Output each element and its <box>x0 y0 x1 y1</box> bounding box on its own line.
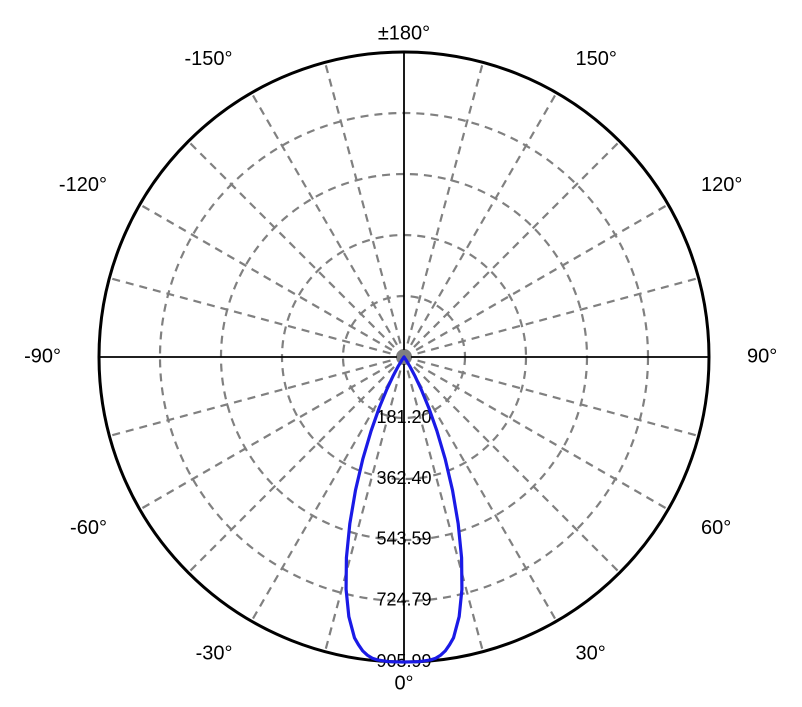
polar-chart: 181.20362.40543.59724.79905.99 0°30°60°9… <box>0 0 802 707</box>
radial-line <box>404 357 557 621</box>
angle-label: -60° <box>70 517 107 539</box>
radial-line <box>404 205 668 358</box>
ring-label: 181.20 <box>376 407 431 427</box>
radial-line <box>109 278 404 357</box>
radial-line <box>404 62 483 357</box>
ring-label: 543.59 <box>376 529 431 549</box>
radial-line <box>140 357 404 510</box>
angle-label: 90° <box>747 345 777 367</box>
radial-line <box>188 357 404 573</box>
angle-label: 30° <box>576 642 606 664</box>
radial-line <box>109 357 404 436</box>
angle-label: -30° <box>196 642 233 664</box>
radial-line <box>404 357 699 436</box>
angle-label: 120° <box>701 174 742 196</box>
radial-line <box>188 141 404 357</box>
angle-label: ±180° <box>378 22 430 44</box>
ring-label: 724.79 <box>376 590 431 610</box>
angle-label: 60° <box>701 517 731 539</box>
radial-line <box>404 357 668 510</box>
angle-label: 0° <box>394 672 413 694</box>
radial-line <box>252 357 405 621</box>
ring-label: 362.40 <box>376 468 431 488</box>
angle-label: -90° <box>24 345 61 367</box>
radial-line <box>140 205 404 358</box>
radial-line <box>325 62 404 357</box>
radial-line <box>404 357 620 573</box>
radial-line <box>404 93 557 357</box>
radial-line <box>404 141 620 357</box>
radial-line <box>404 278 699 357</box>
angle-label: -120° <box>59 174 107 196</box>
angle-label: 150° <box>576 48 617 70</box>
angle-label: -150° <box>184 48 232 70</box>
radial-line <box>252 93 405 357</box>
